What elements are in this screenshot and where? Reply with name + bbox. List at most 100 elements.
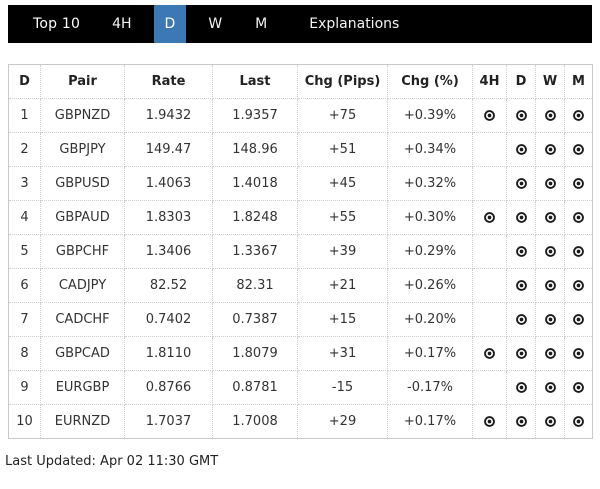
rate-cell: 1.9432 [124, 98, 213, 133]
open-chart-w-cell[interactable] [535, 302, 565, 337]
tab-explanations[interactable]: Explanations [309, 16, 400, 32]
open-chart-w-cell[interactable] [535, 336, 565, 371]
open-chart-d-cell[interactable] [506, 200, 536, 235]
open-chart-4h-cell[interactable] [472, 200, 507, 235]
bullseye-icon[interactable] [572, 211, 585, 224]
col-header-d: D [506, 64, 536, 99]
open-chart-4h-cell [472, 234, 507, 269]
table-row: 8 GBPCAD 1.8110 1.8079 +31 +0.17% [8, 336, 593, 371]
table-row: 6 CADJPY 82.52 82.31 +21 +0.26% [8, 268, 593, 303]
col-header-pair: Pair [40, 64, 125, 99]
open-chart-d-cell[interactable] [506, 336, 536, 371]
bullseye-icon[interactable] [515, 279, 528, 292]
open-chart-w-cell[interactable] [535, 234, 565, 269]
bullseye-icon[interactable] [544, 347, 557, 360]
open-chart-d-cell[interactable] [506, 98, 536, 133]
bullseye-icon[interactable] [515, 347, 528, 360]
bullseye-icon[interactable] [544, 415, 557, 428]
bullseye-icon[interactable] [515, 109, 528, 122]
open-chart-m-cell[interactable] [564, 234, 593, 269]
bullseye-icon[interactable] [515, 313, 528, 326]
open-chart-4h-cell[interactable] [472, 98, 507, 133]
chg-pct-cell: +0.17% [387, 404, 473, 439]
bullseye-icon[interactable] [483, 347, 496, 360]
table-header: D Pair Rate Last Chg (Pips) Chg (%) 4H D… [8, 64, 593, 99]
bullseye-icon[interactable] [572, 313, 585, 326]
open-chart-m-cell[interactable] [564, 336, 593, 371]
top10-widget: Top 10 4H D W M Explanations D Pair Rate… [0, 5, 600, 489]
open-chart-m-cell[interactable] [564, 370, 593, 405]
chg-pct-cell: +0.29% [387, 234, 473, 269]
table-row: 1 GBPNZD 1.9432 1.9357 +75 +0.39% [8, 98, 593, 133]
open-chart-w-cell[interactable] [535, 166, 565, 201]
pair-cell: GBPUSD [40, 166, 125, 201]
open-chart-w-cell[interactable] [535, 98, 565, 133]
bullseye-icon[interactable] [515, 211, 528, 224]
rank-cell: 2 [8, 132, 41, 167]
pair-cell: GBPAUD [40, 200, 125, 235]
bullseye-icon[interactable] [515, 381, 528, 394]
open-chart-d-cell[interactable] [506, 302, 536, 337]
open-chart-m-cell[interactable] [564, 200, 593, 235]
col-header-4h: 4H [472, 64, 507, 99]
bullseye-icon[interactable] [572, 347, 585, 360]
chg-pips-cell: +55 [297, 200, 388, 235]
open-chart-d-cell[interactable] [506, 234, 536, 269]
pair-cell: EURNZD [40, 404, 125, 439]
open-chart-m-cell[interactable] [564, 268, 593, 303]
bullseye-icon[interactable] [572, 143, 585, 156]
tab-m[interactable]: M [255, 16, 268, 32]
tab-d[interactable]: D [153, 5, 187, 43]
tab-w[interactable]: W [208, 16, 223, 32]
open-chart-d-cell[interactable] [506, 404, 536, 439]
open-chart-d-cell[interactable] [506, 132, 536, 167]
bullseye-icon[interactable] [515, 177, 528, 190]
top10-table: D Pair Rate Last Chg (Pips) Chg (%) 4H D… [8, 64, 593, 439]
open-chart-m-cell[interactable] [564, 404, 593, 439]
open-chart-m-cell[interactable] [564, 98, 593, 133]
rate-cell: 1.4063 [124, 166, 213, 201]
bullseye-icon[interactable] [572, 279, 585, 292]
bullseye-icon[interactable] [544, 177, 557, 190]
bullseye-icon[interactable] [483, 211, 496, 224]
last-cell: 82.31 [212, 268, 298, 303]
open-chart-d-cell[interactable] [506, 268, 536, 303]
bullseye-icon[interactable] [572, 415, 585, 428]
open-chart-m-cell[interactable] [564, 302, 593, 337]
open-chart-w-cell[interactable] [535, 268, 565, 303]
tab-4h[interactable]: 4H [112, 16, 132, 32]
bullseye-icon[interactable] [483, 415, 496, 428]
open-chart-d-cell[interactable] [506, 166, 536, 201]
pair-cell: CADJPY [40, 268, 125, 303]
bullseye-icon[interactable] [483, 109, 496, 122]
bullseye-icon[interactable] [544, 313, 557, 326]
open-chart-w-cell[interactable] [535, 370, 565, 405]
last-cell: 1.3367 [212, 234, 298, 269]
open-chart-w-cell[interactable] [535, 132, 565, 167]
bullseye-icon[interactable] [544, 211, 557, 224]
last-cell: 1.8079 [212, 336, 298, 371]
open-chart-w-cell[interactable] [535, 200, 565, 235]
bullseye-icon[interactable] [544, 279, 557, 292]
open-chart-4h-cell[interactable] [472, 336, 507, 371]
bullseye-icon[interactable] [572, 109, 585, 122]
bullseye-icon[interactable] [572, 177, 585, 190]
bullseye-icon[interactable] [515, 143, 528, 156]
open-chart-w-cell[interactable] [535, 404, 565, 439]
chg-pips-cell: +21 [297, 268, 388, 303]
bullseye-icon[interactable] [515, 415, 528, 428]
open-chart-m-cell[interactable] [564, 132, 593, 167]
bullseye-icon[interactable] [544, 245, 557, 258]
bullseye-icon[interactable] [544, 143, 557, 156]
chg-pct-cell: +0.34% [387, 132, 473, 167]
open-chart-d-cell[interactable] [506, 370, 536, 405]
col-header-last: Last [212, 64, 298, 99]
bullseye-icon[interactable] [515, 245, 528, 258]
bullseye-icon[interactable] [544, 381, 557, 394]
open-chart-m-cell[interactable] [564, 166, 593, 201]
bullseye-icon[interactable] [572, 381, 585, 394]
bullseye-icon[interactable] [544, 109, 557, 122]
table-row: 5 GBPCHF 1.3406 1.3367 +39 +0.29% [8, 234, 593, 269]
open-chart-4h-cell[interactable] [472, 404, 507, 439]
bullseye-icon[interactable] [572, 245, 585, 258]
